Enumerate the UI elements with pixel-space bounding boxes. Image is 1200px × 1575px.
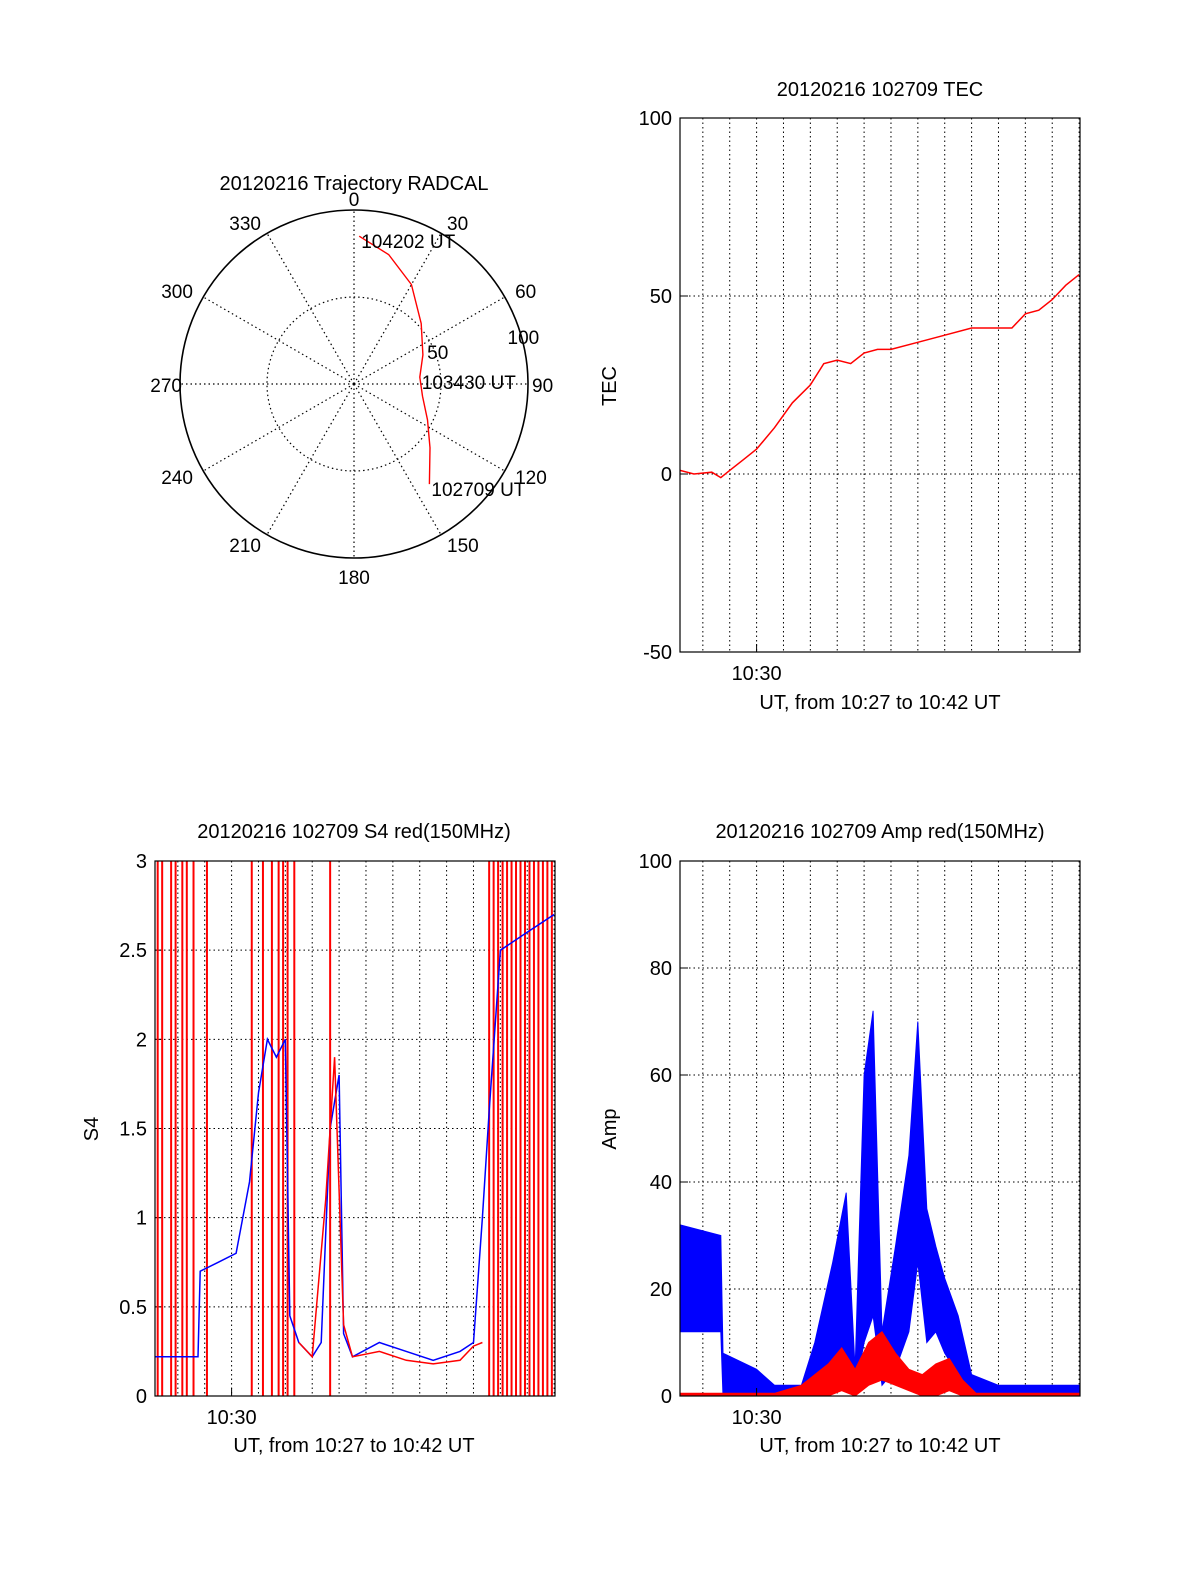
- polar-time-label: 103430 UT: [422, 373, 516, 394]
- amp-ylabel: Amp: [599, 1108, 621, 1149]
- s4-ytick-label: 3: [136, 851, 147, 873]
- polar-radial-label: 50: [427, 343, 448, 364]
- tec-ytick-label: 100: [639, 108, 672, 130]
- polar-angle-label: 0: [349, 190, 360, 211]
- amp-ytick-label: 100: [639, 851, 672, 873]
- s4-xlabel: UT, from 10:27 to 10:42 UT: [233, 1435, 474, 1457]
- tec-plot-area: 100 50 0 -50 10:30: [639, 108, 1081, 685]
- tec-ytick-label: 0: [661, 464, 672, 486]
- amp-ytick-label: 80: [650, 958, 672, 980]
- s4-ytick-label: 0.5: [119, 1297, 147, 1319]
- polar-time-label: 104202 UT: [361, 232, 455, 253]
- polar-trajectory-line: [358, 235, 431, 485]
- polar-series: 104202 UT 103430 UT 102709 UT: [358, 232, 526, 501]
- polar-spoke: [266, 383, 355, 535]
- polar-angle-label: 270: [150, 376, 182, 397]
- polar-spoke: [203, 383, 355, 472]
- s4-title: 20120216 102709 S4 red(150MHz): [197, 821, 511, 843]
- polar-spoke: [353, 233, 442, 385]
- s4-series-line: [155, 913, 555, 1362]
- tec-ylabel: TEC: [599, 366, 621, 406]
- s4-frame: [154, 860, 556, 1397]
- tec-ytick-label: 50: [650, 286, 672, 308]
- amp-ytick-label: 40: [650, 1172, 672, 1194]
- s4-plot-area: 3 2.5 2 1.5 1 0.5 0 10:30: [119, 851, 556, 1429]
- tec-xlabel: UT, from 10:27 to 10:42 UT: [759, 692, 1000, 714]
- polar-spoke: [353, 383, 442, 535]
- polar-outer-ring: [179, 209, 529, 559]
- polar-time-label: 102709 UT: [431, 480, 525, 501]
- tec-xtick-label: 10:30: [732, 663, 782, 685]
- amp-xtick-label: 10:30: [732, 1407, 782, 1429]
- amp-plot-area: 100 80 60 40 20 0 10:30: [639, 851, 1081, 1429]
- polar-angle-labels: 0 30 60 90 120 150 180 210 240 270 300 330 50 100: [150, 190, 553, 589]
- polar-grid: [179, 209, 529, 559]
- polar-panel: 20120216 Trajectory RADCAL 0 30 60 90 120 150…: [150, 173, 553, 589]
- amp-ytick-label: 0: [661, 1386, 672, 1408]
- polar-spoke: [266, 233, 355, 385]
- amp-ytick-label: 20: [650, 1279, 672, 1301]
- s4-panel: 20120216 102709 S4 red(150MHz) S4 UT, fr…: [81, 821, 556, 1457]
- s4-series-group: [155, 861, 555, 1396]
- tec-frame: [679, 117, 1081, 653]
- polar-angle-label: 240: [161, 468, 193, 489]
- s4-series-line: [298, 1057, 483, 1365]
- polar-radial-label: 100: [508, 328, 540, 349]
- polar-angle-label: 90: [532, 376, 553, 397]
- polar-angle-label: 180: [338, 568, 370, 589]
- polar-angle-label: 330: [229, 214, 261, 235]
- polar-angle-label: 120: [515, 468, 547, 489]
- tec-panel: 20120216 102709 TEC TEC UT, from 10:27 t…: [599, 79, 1081, 714]
- s4-ytick-label: 2: [136, 1029, 147, 1051]
- s4-xtick-label: 10:30: [207, 1407, 257, 1429]
- s4-ylabel: S4: [81, 1117, 103, 1141]
- s4-ytick-label: 2.5: [119, 940, 147, 962]
- tec-ytick-label: -50: [643, 642, 672, 664]
- tec-series-group: [680, 274, 1080, 479]
- polar-angle-label: 300: [161, 282, 193, 303]
- amp-frame: [679, 860, 1081, 1397]
- polar-angle-label: 60: [515, 282, 536, 303]
- s4-ytick-label: 1: [136, 1208, 147, 1230]
- amp-panel: 20120216 102709 Amp red(150MHz) Amp UT, …: [599, 821, 1081, 1457]
- polar-angle-label: 210: [229, 536, 261, 557]
- amp-ytick-label: 60: [650, 1065, 672, 1087]
- s4-ytick-label: 0: [136, 1386, 147, 1408]
- amp-series-band: [680, 1331, 1080, 1396]
- s4-ytick-label: 1.5: [119, 1119, 147, 1141]
- polar-title: 20120216 Trajectory RADCAL: [219, 173, 488, 195]
- amp-series-group: [680, 1010, 1080, 1396]
- amp-title: 20120216 102709 Amp red(150MHz): [715, 821, 1044, 843]
- tec-series-line: [680, 274, 1080, 479]
- amp-xlabel: UT, from 10:27 to 10:42 UT: [759, 1435, 1000, 1457]
- polar-angle-label: 30: [447, 214, 468, 235]
- polar-spoke: [203, 296, 355, 385]
- polar-spoke: [353, 383, 505, 472]
- polar-spoke: [353, 296, 505, 385]
- polar-angle-label: 150: [447, 536, 479, 557]
- tec-title: 20120216 102709 TEC: [777, 79, 983, 101]
